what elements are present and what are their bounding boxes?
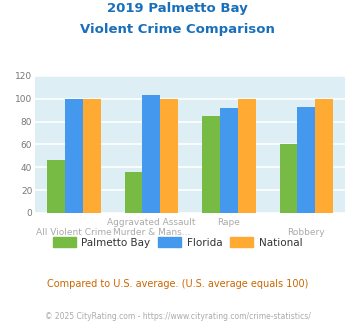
Text: Compared to U.S. average. (U.S. average equals 100): Compared to U.S. average. (U.S. average … [47, 279, 308, 289]
Text: 2019 Palmetto Bay: 2019 Palmetto Bay [107, 2, 248, 15]
Bar [83, 99, 100, 213]
Bar [47, 160, 65, 213]
Bar [220, 108, 238, 213]
Bar [142, 95, 160, 213]
Bar [202, 116, 220, 213]
Legend: Palmetto Bay, Florida, National: Palmetto Bay, Florida, National [49, 233, 306, 252]
Text: © 2025 CityRating.com - https://www.cityrating.com/crime-statistics/: © 2025 CityRating.com - https://www.city… [45, 312, 310, 321]
Text: Aggravated Assault: Aggravated Assault [107, 218, 196, 227]
Bar [238, 99, 256, 213]
Bar [65, 99, 83, 213]
Text: Robbery: Robbery [288, 228, 325, 237]
Text: Rape: Rape [217, 218, 240, 227]
Bar [315, 99, 333, 213]
Text: All Violent Crime: All Violent Crime [36, 228, 112, 237]
Bar [125, 172, 142, 213]
Bar [280, 145, 297, 213]
Bar [160, 99, 178, 213]
Bar [297, 107, 315, 213]
Text: Violent Crime Comparison: Violent Crime Comparison [80, 23, 275, 36]
Text: Murder & Mans...: Murder & Mans... [113, 228, 190, 237]
